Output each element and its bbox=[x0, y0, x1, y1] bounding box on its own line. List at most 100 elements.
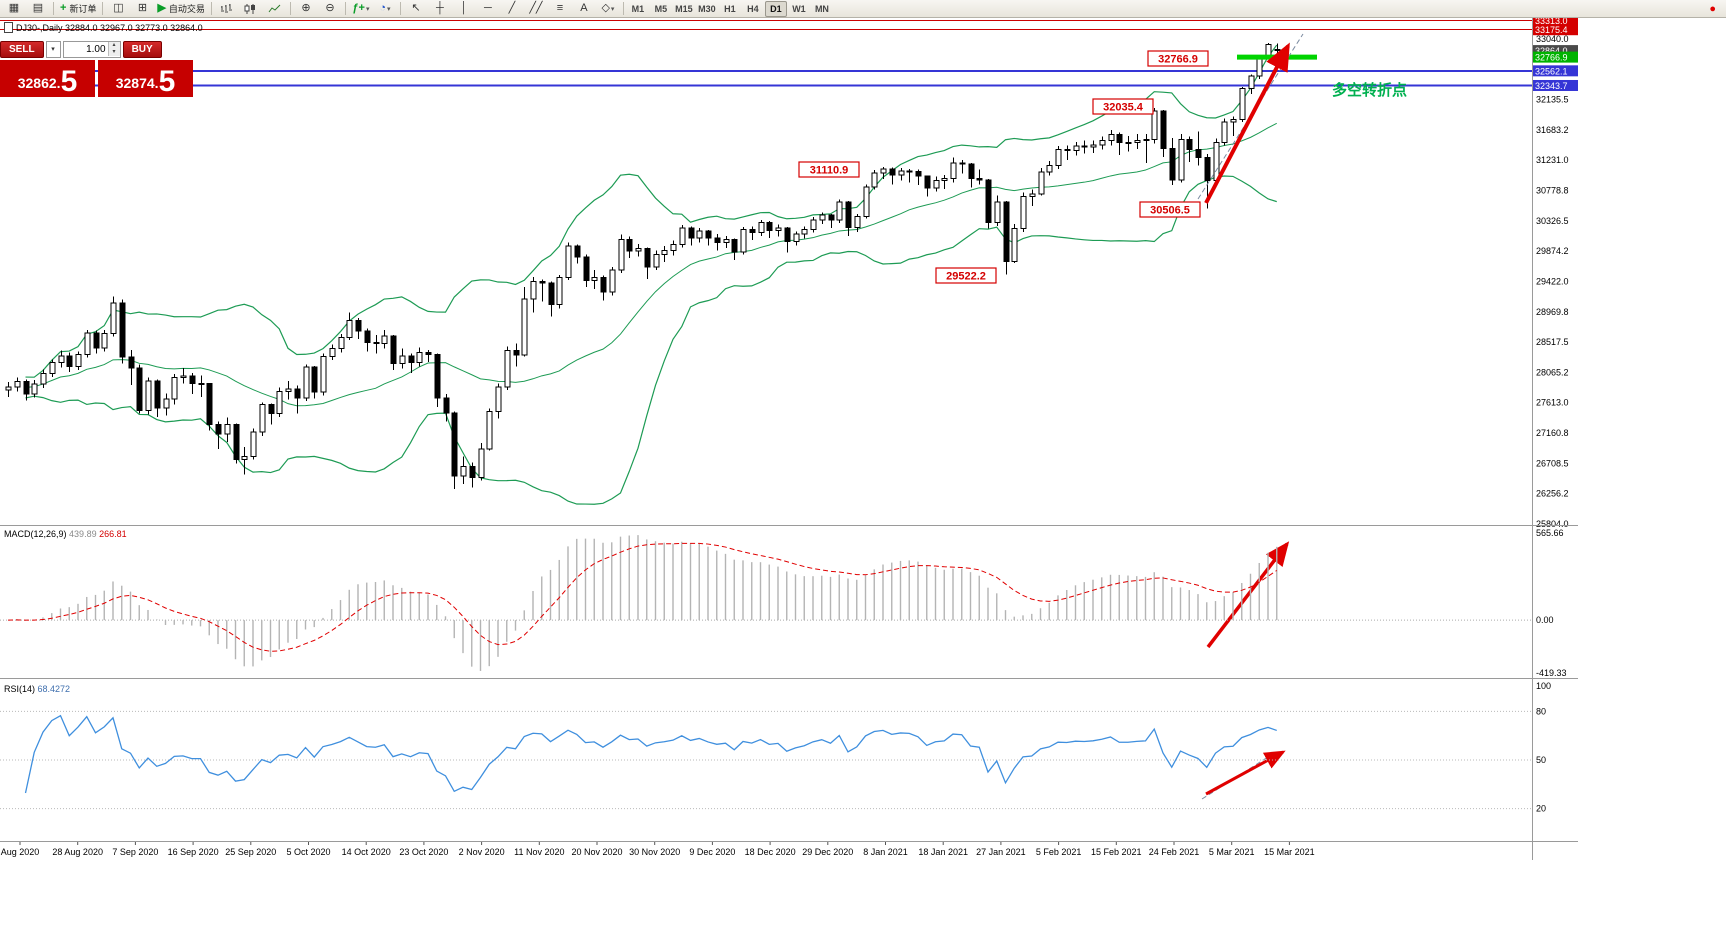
autotrading-button[interactable]: ▶ 自动交易 bbox=[154, 0, 207, 17]
svg-text:565.66: 565.66 bbox=[1536, 528, 1564, 538]
price-annotation[interactable]: 31110.9 bbox=[798, 161, 860, 178]
order-type-dropdown[interactable]: ▾ bbox=[45, 40, 61, 58]
macd-histogram bbox=[16, 535, 1278, 671]
volume-steppers: ▴ ▾ bbox=[107, 42, 120, 56]
trend-arrow[interactable] bbox=[1205, 750, 1286, 796]
buy-button[interactable]: BUY bbox=[122, 40, 162, 58]
bar-chart-button[interactable] bbox=[215, 0, 239, 17]
svg-text:5 Mar 2021: 5 Mar 2021 bbox=[1209, 847, 1255, 857]
svg-text:31110.9: 31110.9 bbox=[810, 165, 849, 177]
svg-text:30506.5: 30506.5 bbox=[1150, 205, 1190, 217]
price-annotation[interactable]: 30506.5 bbox=[1139, 201, 1201, 218]
svg-text:18 Dec 2020: 18 Dec 2020 bbox=[745, 847, 796, 857]
svg-text:100: 100 bbox=[1536, 681, 1551, 691]
indicators-icon: ƒ+ bbox=[352, 2, 365, 14]
svg-text:20 Nov 2020: 20 Nov 2020 bbox=[571, 847, 622, 857]
sell-price-pip: 5 bbox=[60, 65, 78, 98]
shapes-button[interactable]: ◇ ▾ bbox=[596, 0, 620, 17]
toolbar-separator bbox=[53, 2, 54, 15]
pane-separators[interactable] bbox=[0, 18, 1578, 860]
trend-arrow[interactable] bbox=[1206, 541, 1290, 649]
crosshair-icon: ┼ bbox=[436, 2, 444, 14]
price-axis[interactable]: 33040.0 32135.5 31683.2 31231.0 30778.8 30326… bbox=[1533, 14, 1578, 529]
cursor-button[interactable]: ↖ bbox=[404, 0, 428, 17]
price-tag: 32562.1 bbox=[1533, 65, 1578, 77]
new-order-button[interactable]: + 新订单 bbox=[57, 0, 99, 17]
svg-text:25804.0: 25804.0 bbox=[1536, 519, 1569, 529]
timeframe-M5[interactable]: M5 bbox=[654, 3, 668, 14]
toolbar-separator bbox=[210, 2, 212, 15]
svg-text:16 Sep 2020: 16 Sep 2020 bbox=[168, 847, 219, 857]
profiles-icon: ▤ bbox=[32, 2, 44, 14]
timeframe-W1[interactable]: W1 bbox=[792, 3, 806, 14]
zoom-in-button[interactable]: ⊕ bbox=[294, 0, 318, 17]
new-chart-button[interactable]: ▦ bbox=[2, 0, 26, 17]
timeframe-D1[interactable]: D1 bbox=[764, 0, 787, 17]
crosshair-button[interactable]: ┼ bbox=[428, 0, 452, 17]
sell-price[interactable]: 32862. 5 bbox=[0, 60, 95, 97]
volume-down-button[interactable]: ▾ bbox=[108, 49, 120, 56]
trendline-button[interactable]: ╱ bbox=[500, 0, 524, 17]
svg-text:27613.0: 27613.0 bbox=[1536, 398, 1569, 408]
candlestick-chart-button[interactable] bbox=[239, 0, 263, 17]
macd-name: MACD(12,26,9) bbox=[4, 529, 67, 539]
date-axis[interactable]: Aug 2020 28 Aug 2020 7 Sep 2020 16 Sep 2020… bbox=[1, 842, 1315, 857]
macd-signal-line bbox=[7, 542, 1278, 652]
tile-windows-button[interactable]: ⊞ bbox=[130, 0, 154, 17]
svg-text:28 Aug 2020: 28 Aug 2020 bbox=[52, 847, 103, 857]
timeframe-MN[interactable]: MN bbox=[814, 3, 829, 14]
fibonacci-button[interactable]: ≡ bbox=[548, 0, 572, 17]
svg-text:28969.8: 28969.8 bbox=[1536, 307, 1569, 317]
price-annotation[interactable]: 32766.9 bbox=[1147, 50, 1209, 67]
chevron-down-icon: ▾ bbox=[610, 5, 615, 13]
helper-trendline[interactable] bbox=[1201, 756, 1269, 800]
price-annotation[interactable]: 29522.2 bbox=[935, 267, 997, 284]
periods-button[interactable]: ◔ ▾ bbox=[373, 0, 397, 17]
sell-price-main: 32862. bbox=[17, 75, 61, 91]
macd-label: MACD(12,26,9) 439.89 266.81 bbox=[4, 529, 127, 539]
svg-text:30 Nov 2020: 30 Nov 2020 bbox=[629, 847, 680, 857]
svg-text:32343.7: 32343.7 bbox=[1535, 81, 1568, 91]
chart-shift-button[interactable]: ◫ bbox=[106, 0, 130, 17]
chart-symbol-icon bbox=[4, 22, 13, 33]
volume-input[interactable] bbox=[63, 43, 108, 55]
svg-text:Aug 2020: Aug 2020 bbox=[1, 847, 40, 857]
bollinger-lower-band bbox=[25, 175, 1277, 505]
svg-text:5 Feb 2021: 5 Feb 2021 bbox=[1036, 847, 1082, 857]
chinese-annotation[interactable]: 多空转折点 bbox=[1332, 81, 1407, 99]
timeframe-H4[interactable]: H4 bbox=[747, 3, 759, 14]
svg-text:11 Nov 2020: 11 Nov 2020 bbox=[514, 847, 564, 857]
line-chart-button[interactable] bbox=[263, 0, 287, 17]
vertical-line-button[interactable]: │ bbox=[452, 0, 476, 17]
svg-text:32135.5: 32135.5 bbox=[1536, 94, 1569, 104]
svg-text:-419.33: -419.33 bbox=[1536, 668, 1567, 678]
price-annotation[interactable]: 32035.4 bbox=[1092, 98, 1154, 115]
channel-button[interactable]: ╱╱ bbox=[524, 0, 548, 17]
horizontal-line-button[interactable]: ─ bbox=[476, 0, 500, 17]
svg-text:31231.0: 31231.0 bbox=[1536, 155, 1569, 165]
indicators-button[interactable]: ƒ+ ▾ bbox=[349, 0, 373, 17]
svg-text:0.00: 0.00 bbox=[1536, 615, 1554, 625]
buy-price[interactable]: 32874. 5 bbox=[98, 60, 193, 97]
new-order-label: 新订单 bbox=[69, 4, 97, 14]
horizontal-lines-layer[interactable] bbox=[0, 19, 1532, 87]
timeframe-H1[interactable]: H1 bbox=[724, 3, 736, 14]
svg-text:26256.2: 26256.2 bbox=[1536, 489, 1569, 499]
profiles-button[interactable]: ▤ bbox=[26, 0, 50, 17]
volume-up-button[interactable]: ▴ bbox=[108, 42, 120, 49]
svg-text:28517.5: 28517.5 bbox=[1536, 337, 1569, 347]
trend-arrow[interactable] bbox=[1204, 42, 1290, 204]
text-tool-button[interactable]: A bbox=[572, 0, 596, 17]
sell-button[interactable]: SELL bbox=[0, 40, 44, 58]
new-chart-icon: ▦ bbox=[8, 2, 20, 14]
candles-layer bbox=[5, 43, 1281, 489]
notification-icon[interactable]: ● bbox=[1709, 2, 1716, 15]
timeframe-M1[interactable]: M1 bbox=[631, 3, 645, 14]
zoom-out-button[interactable]: ⊖ bbox=[318, 0, 342, 17]
svg-text:27 Jan 2021: 27 Jan 2021 bbox=[976, 847, 1026, 857]
svg-text:80: 80 bbox=[1536, 706, 1546, 716]
timeframe-M15[interactable]: M15 bbox=[675, 3, 693, 14]
timeframe-M30[interactable]: M30 bbox=[698, 3, 716, 14]
svg-text:50: 50 bbox=[1536, 755, 1546, 765]
